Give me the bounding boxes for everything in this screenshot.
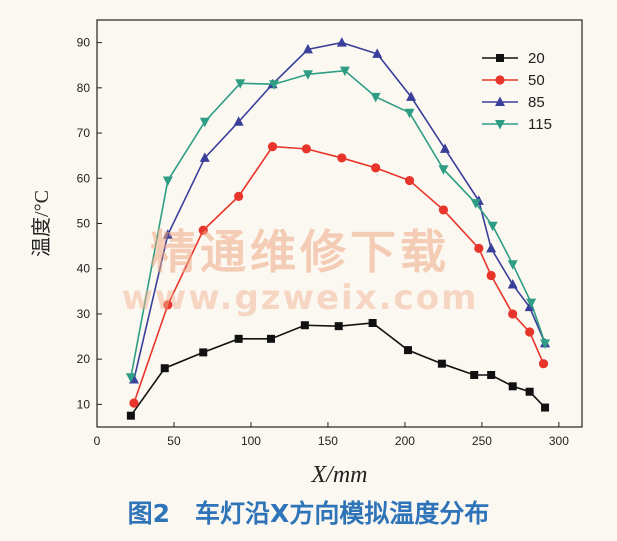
data-point-circle [301, 144, 311, 154]
data-point-triangle-down [302, 70, 313, 80]
legend-entry: 115 [482, 116, 552, 133]
data-point-circle [525, 327, 535, 337]
data-point-circle [486, 270, 496, 281]
data-point-circle [129, 398, 139, 408]
y-tick-label: 10 [77, 397, 91, 411]
series-50 [129, 142, 549, 408]
data-point-circle [163, 300, 173, 310]
data-point-triangle-down [438, 165, 449, 175]
y-axis-title: 温度/°C [30, 190, 53, 257]
data-point-square [160, 364, 169, 373]
data-point-triangle-down [526, 298, 537, 309]
data-point-triangle-up [406, 91, 417, 101]
x-tick-label: 150 [318, 434, 338, 448]
x-tick-label: 250 [472, 434, 492, 448]
legend-label: 20 [528, 50, 545, 67]
x-axis-title: X/mm [311, 462, 368, 488]
data-point-triangle-down [540, 339, 551, 349]
data-point-square [126, 411, 135, 420]
series-85 [128, 37, 551, 384]
data-point-triangle-up [507, 279, 518, 289]
data-point-square [541, 403, 550, 412]
series-line [130, 322, 546, 417]
data-point-square [404, 346, 413, 355]
legend-label: 115 [528, 116, 552, 133]
watermark-text: 精通维修下载 [150, 225, 450, 279]
data-point-square [508, 382, 517, 391]
series-20 [126, 318, 550, 420]
x-tick-label: 50 [167, 434, 181, 448]
data-point-triangle-down [269, 80, 280, 90]
y-tick-label: 30 [77, 307, 91, 321]
data-point-triangle-up [372, 48, 383, 58]
data-point-triangle-up [233, 116, 244, 126]
series-line [130, 69, 546, 378]
data-point-triangle-down [235, 79, 246, 89]
data-point-triangle-up [199, 152, 210, 162]
data-point-square [266, 334, 275, 343]
y-tick-label: 80 [77, 81, 91, 95]
data-point-square [487, 370, 496, 379]
x-tick-label: 200 [395, 434, 415, 448]
data-point-circle [538, 359, 549, 369]
data-point-triangle-down [199, 117, 210, 128]
data-point-triangle-down [470, 199, 481, 209]
data-point-triangle-up [336, 37, 347, 47]
data-point-circle [371, 163, 381, 173]
legend-label: 85 [528, 94, 545, 111]
data-point-square [470, 370, 479, 379]
y-tick-label: 20 [77, 352, 91, 366]
data-point-circle [508, 309, 518, 319]
x-tick-label: 300 [549, 434, 569, 448]
data-point-circle [404, 175, 415, 186]
data-point-circle [438, 205, 449, 215]
data-point-square [199, 348, 208, 357]
y-tick-label: 60 [77, 171, 91, 185]
watermark-url: www.gzweix.com [121, 278, 478, 318]
x-tick-label: 100 [241, 434, 261, 448]
data-point-triangle-down [404, 108, 415, 119]
data-point-triangle-down [162, 176, 173, 187]
y-tick-label: 40 [77, 262, 91, 276]
data-point-square [437, 359, 446, 368]
data-point-circle [267, 142, 278, 152]
data-point-triangle-up [302, 43, 313, 54]
data-point-circle [198, 225, 208, 235]
data-point-square [234, 334, 243, 343]
data-point-circle [234, 191, 244, 201]
data-point-triangle-up [162, 229, 173, 239]
data-point-triangle-up [495, 96, 505, 106]
data-point-triangle-down [495, 120, 505, 130]
y-tick-label: 50 [77, 217, 91, 231]
data-point-square [334, 322, 343, 331]
data-point-circle [337, 153, 347, 163]
data-point-circle [474, 243, 484, 253]
legend-entry: 85 [482, 94, 545, 111]
data-point-square [525, 387, 534, 396]
data-point-square [300, 321, 309, 330]
data-point-triangle-up [486, 242, 497, 253]
data-point-square [496, 54, 504, 62]
x-tick-label: 0 [94, 434, 101, 448]
data-point-triangle-up [439, 143, 450, 153]
figure-caption: 图2 车灯沿X方向模拟温度分布 [127, 499, 490, 528]
data-point-circle [495, 75, 505, 85]
y-tick-label: 70 [77, 126, 91, 140]
y-tick-label: 90 [77, 36, 91, 50]
data-point-square [368, 318, 377, 327]
data-point-triangle-up [524, 301, 535, 312]
data-point-triangle-down [125, 373, 136, 383]
data-point-triangle-down [370, 92, 381, 103]
legend-entry: 50 [482, 72, 545, 89]
legend-label: 50 [528, 72, 545, 89]
series-115 [125, 66, 551, 383]
data-point-triangle-down [487, 221, 498, 232]
data-point-triangle-down [339, 66, 350, 77]
data-point-triangle-down [507, 260, 518, 270]
legend-entry: 20 [482, 50, 545, 67]
